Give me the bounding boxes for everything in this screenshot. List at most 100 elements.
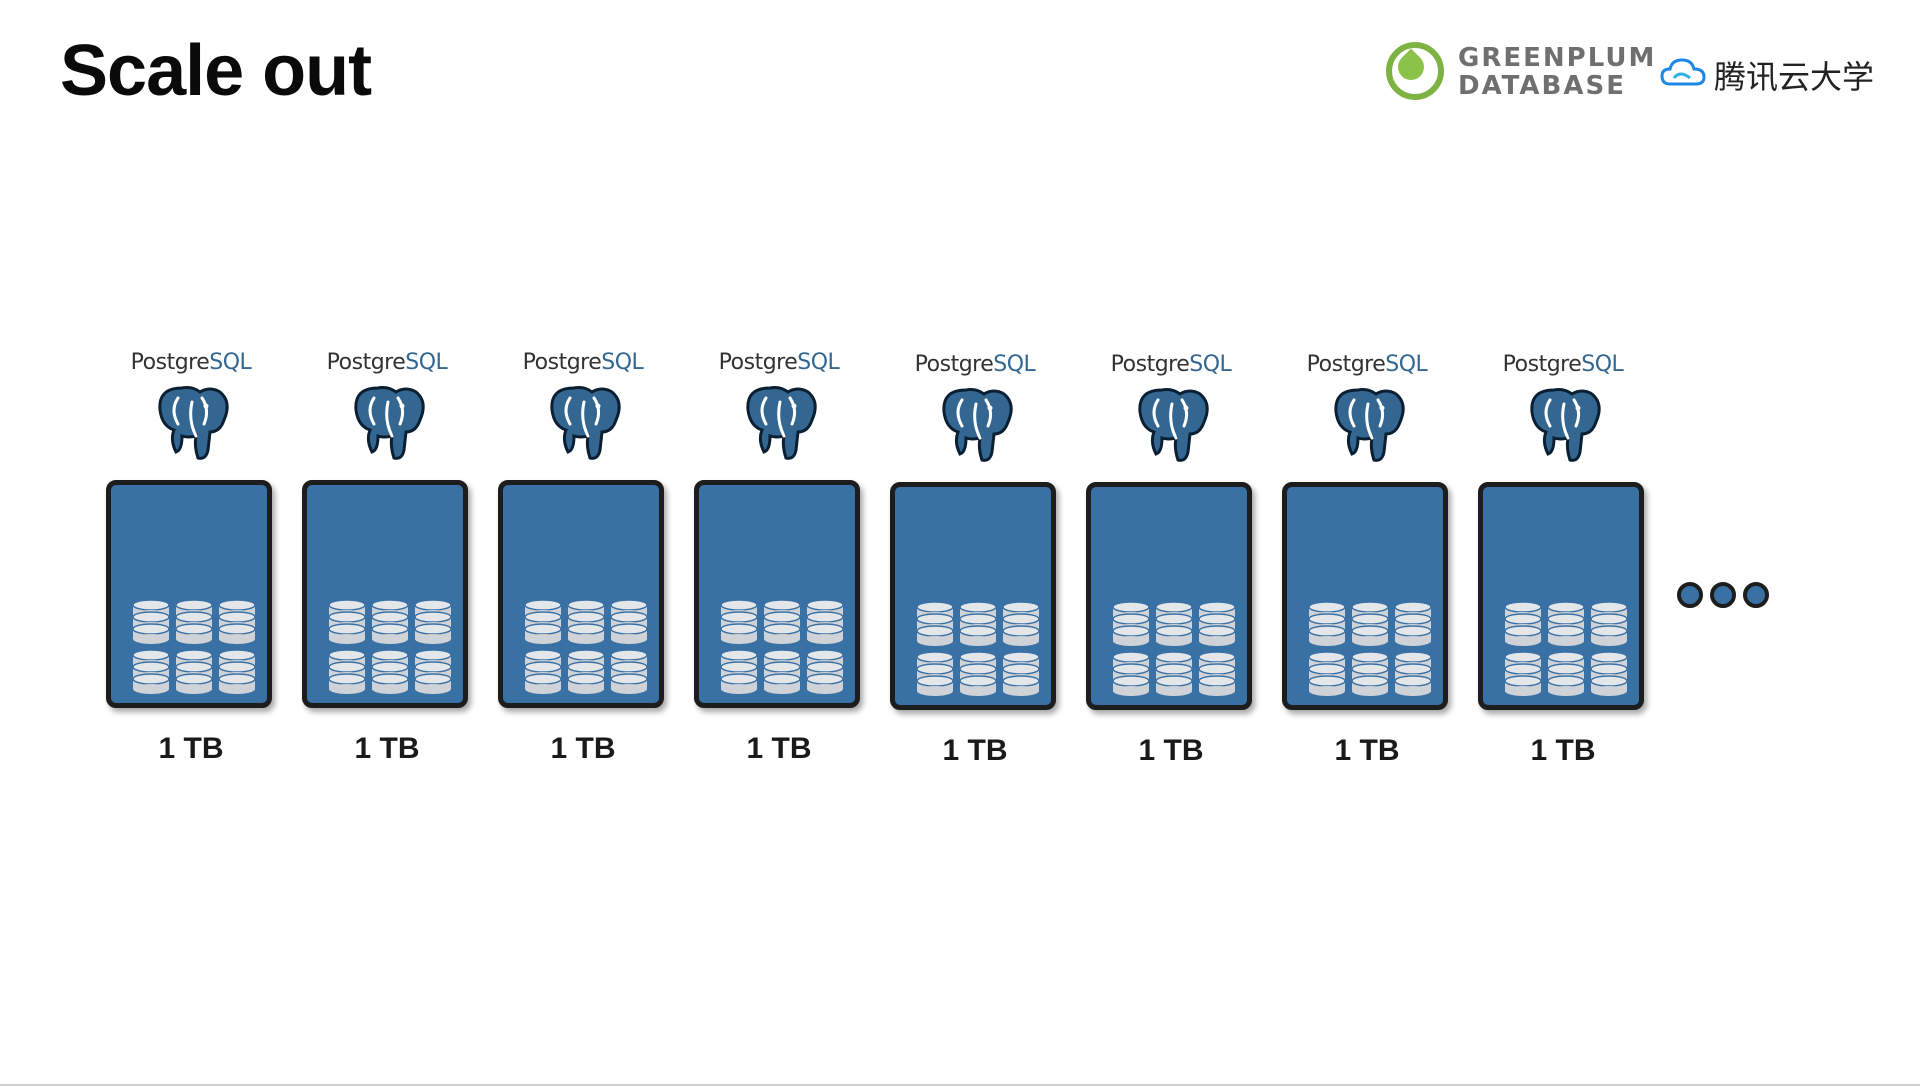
disk-stack xyxy=(1590,651,1628,696)
disk-stack xyxy=(567,599,605,644)
postgresql-label: PostgreSQL xyxy=(890,352,1060,377)
postgresql-label-name: Postgre xyxy=(522,350,602,375)
postgresql-elephant-icon xyxy=(746,386,817,460)
postgresql-elephant-icon xyxy=(1334,388,1405,462)
disk-stack xyxy=(959,601,997,646)
disk-stack xyxy=(1504,651,1542,696)
disk-stack xyxy=(1112,651,1150,696)
tencent-cloud-text: 腾讯云大学 xyxy=(1714,58,1875,96)
greenplum-line1: GREENPLUM xyxy=(1458,43,1657,73)
database-node: PostgreSQL 1 TB xyxy=(302,350,472,770)
capacity-label: 1 TB xyxy=(1334,734,1400,767)
database-node: PostgreSQL 1 TB xyxy=(890,352,1060,772)
disk-stack xyxy=(1351,601,1389,646)
greenplum-line2: DATABASE xyxy=(1458,71,1626,101)
server-box xyxy=(694,480,860,708)
postgresql-elephant-icon xyxy=(354,386,425,460)
disk-stack xyxy=(720,599,758,644)
database-node: PostgreSQL 1 TB xyxy=(1086,352,1256,772)
postgresql-label-suffix: SQL xyxy=(1189,352,1232,377)
disk-stack xyxy=(414,649,452,694)
server-box xyxy=(1478,482,1644,710)
capacity-label: 1 TB xyxy=(158,732,224,765)
disk-stack xyxy=(218,649,256,694)
disk-stack xyxy=(1394,651,1432,696)
capacity-label: 1 TB xyxy=(1530,734,1596,767)
postgresql-elephant-icon xyxy=(550,386,621,460)
postgresql-elephant-icon xyxy=(158,386,229,460)
tencent-cloud-logo: 腾讯云大学 xyxy=(1660,50,1890,96)
postgresql-label-suffix: SQL xyxy=(993,352,1036,377)
disk-stack xyxy=(1002,601,1040,646)
disk-stack xyxy=(610,599,648,644)
disk-stack xyxy=(610,649,648,694)
disk-stack xyxy=(1504,601,1542,646)
greenplum-logo-text: GREENPLUM DATABASE xyxy=(1458,44,1656,100)
ellipsis-dots-icon xyxy=(1677,582,1769,608)
greenplum-logo: GREENPLUM DATABASE xyxy=(1380,40,1654,110)
capacity-label: 1 TB xyxy=(746,732,812,765)
database-node: PostgreSQL 1 TB xyxy=(1282,352,1452,772)
disk-stack xyxy=(371,649,409,694)
postgresql-elephant-icon xyxy=(1138,388,1209,462)
postgresql-label: PostgreSQL xyxy=(1282,352,1452,377)
postgresql-label-name: Postgre xyxy=(718,350,798,375)
postgresql-label: PostgreSQL xyxy=(694,350,864,375)
disk-stack xyxy=(1547,601,1585,646)
disk-stack xyxy=(1112,601,1150,646)
disk-stack xyxy=(806,599,844,644)
disk-stack xyxy=(175,599,213,644)
disk-stack xyxy=(524,599,562,644)
disk-stack xyxy=(1308,651,1346,696)
disk-stack xyxy=(1002,651,1040,696)
capacity-label: 1 TB xyxy=(1138,734,1204,767)
cloud-icon xyxy=(1660,58,1706,86)
database-node: PostgreSQL 1 TB xyxy=(1478,352,1648,772)
server-box xyxy=(302,480,468,708)
database-cylinder-icon xyxy=(132,599,256,694)
disk-stack xyxy=(720,649,758,694)
database-cylinder-icon xyxy=(1504,601,1628,696)
disk-stack xyxy=(959,651,997,696)
disk-stack xyxy=(1351,651,1389,696)
disk-stack xyxy=(132,649,170,694)
postgresql-elephant-icon xyxy=(942,388,1013,462)
server-box xyxy=(1282,482,1448,710)
disk-stack xyxy=(414,599,452,644)
database-node: PostgreSQL 1 TB xyxy=(106,350,276,770)
database-cylinder-icon xyxy=(916,601,1040,696)
disk-stack xyxy=(1155,601,1193,646)
database-cylinder-icon xyxy=(328,599,452,694)
disk-stack xyxy=(1590,601,1628,646)
postgresql-label-name: Postgre xyxy=(130,350,210,375)
postgresql-label-name: Postgre xyxy=(1306,352,1386,377)
postgresql-label: PostgreSQL xyxy=(106,350,276,375)
server-box xyxy=(498,480,664,708)
database-cylinder-icon xyxy=(524,599,648,694)
server-box xyxy=(1086,482,1252,710)
postgresql-label-suffix: SQL xyxy=(209,350,252,375)
postgresql-label-name: Postgre xyxy=(326,350,406,375)
database-cylinder-icon xyxy=(1112,601,1236,696)
disk-stack xyxy=(1547,651,1585,696)
capacity-label: 1 TB xyxy=(550,732,616,765)
postgresql-label: PostgreSQL xyxy=(302,350,472,375)
slide-title: Scale out xyxy=(60,31,372,111)
postgresql-label: PostgreSQL xyxy=(1478,352,1648,377)
database-cylinder-icon xyxy=(720,599,844,694)
disk-stack xyxy=(763,599,801,644)
disk-stack xyxy=(1394,601,1432,646)
database-node: PostgreSQL 1 TB xyxy=(694,350,864,770)
postgresql-label-suffix: SQL xyxy=(1385,352,1428,377)
disk-stack xyxy=(328,649,366,694)
server-box xyxy=(106,480,272,708)
postgresql-label-suffix: SQL xyxy=(405,350,448,375)
disk-stack xyxy=(567,649,605,694)
postgresql-label-suffix: SQL xyxy=(601,350,644,375)
disk-stack xyxy=(1198,601,1236,646)
capacity-label: 1 TB xyxy=(942,734,1008,767)
disk-stack xyxy=(524,649,562,694)
server-box xyxy=(890,482,1056,710)
capacity-label: 1 TB xyxy=(354,732,420,765)
postgresql-label: PostgreSQL xyxy=(1086,352,1256,377)
